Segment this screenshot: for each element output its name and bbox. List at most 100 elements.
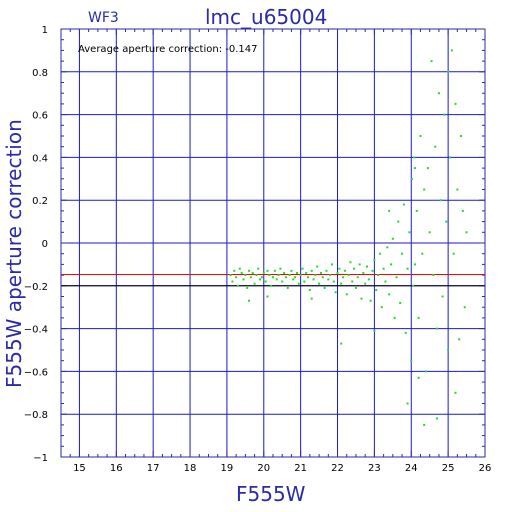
x-tick-label: 15 bbox=[73, 463, 86, 474]
x-tick-label: 25 bbox=[442, 463, 455, 474]
data-point bbox=[275, 278, 278, 281]
data-point bbox=[401, 252, 404, 255]
data-point bbox=[406, 402, 409, 405]
data-point bbox=[428, 231, 431, 234]
data-point bbox=[259, 278, 262, 281]
data-point bbox=[338, 267, 341, 270]
y-tick-label: −0.8 bbox=[24, 410, 48, 421]
x-tick-labels: 15 16 17 18 19 20 21 22 23 24 25 26 bbox=[73, 463, 491, 474]
data-point bbox=[358, 263, 361, 266]
chart-title: lmc_u65004 bbox=[205, 5, 327, 29]
data-point bbox=[295, 271, 298, 274]
data-point bbox=[238, 267, 241, 270]
data-point bbox=[310, 297, 313, 300]
data-point bbox=[366, 265, 369, 268]
data-point bbox=[336, 271, 339, 274]
data-point bbox=[330, 263, 333, 266]
data-point bbox=[301, 267, 304, 270]
x-tick-label: 18 bbox=[184, 463, 197, 474]
data-point bbox=[448, 156, 451, 159]
data-point bbox=[364, 282, 367, 285]
reference-lines bbox=[61, 273, 485, 287]
data-point bbox=[277, 274, 280, 277]
data-point bbox=[417, 376, 420, 379]
x-tick-label: 17 bbox=[147, 463, 160, 474]
data-point bbox=[454, 102, 457, 105]
data-point bbox=[441, 295, 444, 298]
data-point bbox=[236, 284, 239, 287]
data-point bbox=[242, 278, 245, 281]
y-axis-label: F555W aperture correction bbox=[2, 119, 26, 388]
data-point bbox=[347, 274, 350, 277]
data-point bbox=[235, 276, 238, 279]
data-point bbox=[332, 280, 335, 283]
data-point bbox=[318, 282, 321, 285]
data-point bbox=[279, 267, 282, 270]
data-point bbox=[345, 293, 348, 296]
data-point bbox=[305, 271, 308, 274]
data-point bbox=[456, 188, 459, 191]
data-point bbox=[430, 60, 433, 63]
data-point bbox=[415, 209, 418, 212]
data-point bbox=[260, 276, 263, 279]
data-point bbox=[257, 267, 260, 270]
data-point bbox=[349, 261, 352, 264]
data-point bbox=[354, 286, 357, 289]
data-point bbox=[248, 299, 251, 302]
x-tick-label: 22 bbox=[331, 463, 344, 474]
data-point bbox=[395, 276, 398, 279]
data-points bbox=[229, 49, 468, 426]
data-point bbox=[268, 274, 271, 277]
data-point bbox=[270, 284, 273, 287]
data-point bbox=[249, 276, 252, 279]
data-point bbox=[255, 274, 258, 277]
y-tick-labels: −1 −0.8 −0.6 −0.4 −0.2 0 0.2 0.4 0.6 0.8 1 bbox=[24, 25, 48, 464]
data-point bbox=[399, 301, 402, 304]
data-point bbox=[389, 263, 392, 266]
data-point bbox=[264, 280, 267, 283]
y-tick-label: 0.6 bbox=[32, 111, 48, 122]
data-point bbox=[353, 267, 356, 270]
data-point bbox=[319, 271, 322, 274]
data-point bbox=[248, 269, 251, 272]
data-point bbox=[229, 274, 232, 277]
data-point bbox=[377, 274, 380, 277]
data-point bbox=[454, 391, 457, 394]
data-point bbox=[375, 289, 378, 292]
grid-lines bbox=[60, 28, 486, 458]
data-point bbox=[371, 269, 374, 272]
data-point bbox=[413, 156, 416, 159]
data-point bbox=[266, 295, 269, 298]
data-point bbox=[458, 338, 461, 341]
data-point bbox=[340, 282, 343, 285]
data-point bbox=[316, 265, 319, 268]
y-tick-label: 0.8 bbox=[32, 68, 48, 79]
data-point bbox=[425, 370, 428, 373]
y-tick-label: −0.6 bbox=[24, 367, 48, 378]
data-point bbox=[426, 167, 429, 170]
data-point bbox=[386, 246, 389, 249]
data-point bbox=[397, 220, 400, 223]
data-point bbox=[384, 280, 387, 283]
data-point bbox=[447, 349, 450, 351]
data-point bbox=[452, 252, 455, 255]
y-tick-label: −1 bbox=[33, 453, 48, 464]
data-point bbox=[262, 271, 265, 274]
y-tick-label: −0.4 bbox=[24, 325, 48, 336]
x-tick-label: 23 bbox=[368, 463, 381, 474]
data-point bbox=[231, 280, 234, 283]
data-point bbox=[288, 274, 291, 277]
data-point bbox=[413, 263, 416, 266]
data-point bbox=[281, 280, 284, 283]
data-point bbox=[393, 316, 396, 319]
y-tick-label: 1 bbox=[42, 25, 48, 36]
data-point bbox=[362, 271, 365, 274]
data-point bbox=[408, 231, 411, 234]
x-tick-label: 16 bbox=[110, 463, 123, 474]
data-point bbox=[329, 274, 332, 277]
data-point bbox=[310, 269, 313, 272]
data-point bbox=[343, 269, 346, 272]
data-point bbox=[388, 293, 391, 296]
data-point bbox=[373, 329, 376, 332]
